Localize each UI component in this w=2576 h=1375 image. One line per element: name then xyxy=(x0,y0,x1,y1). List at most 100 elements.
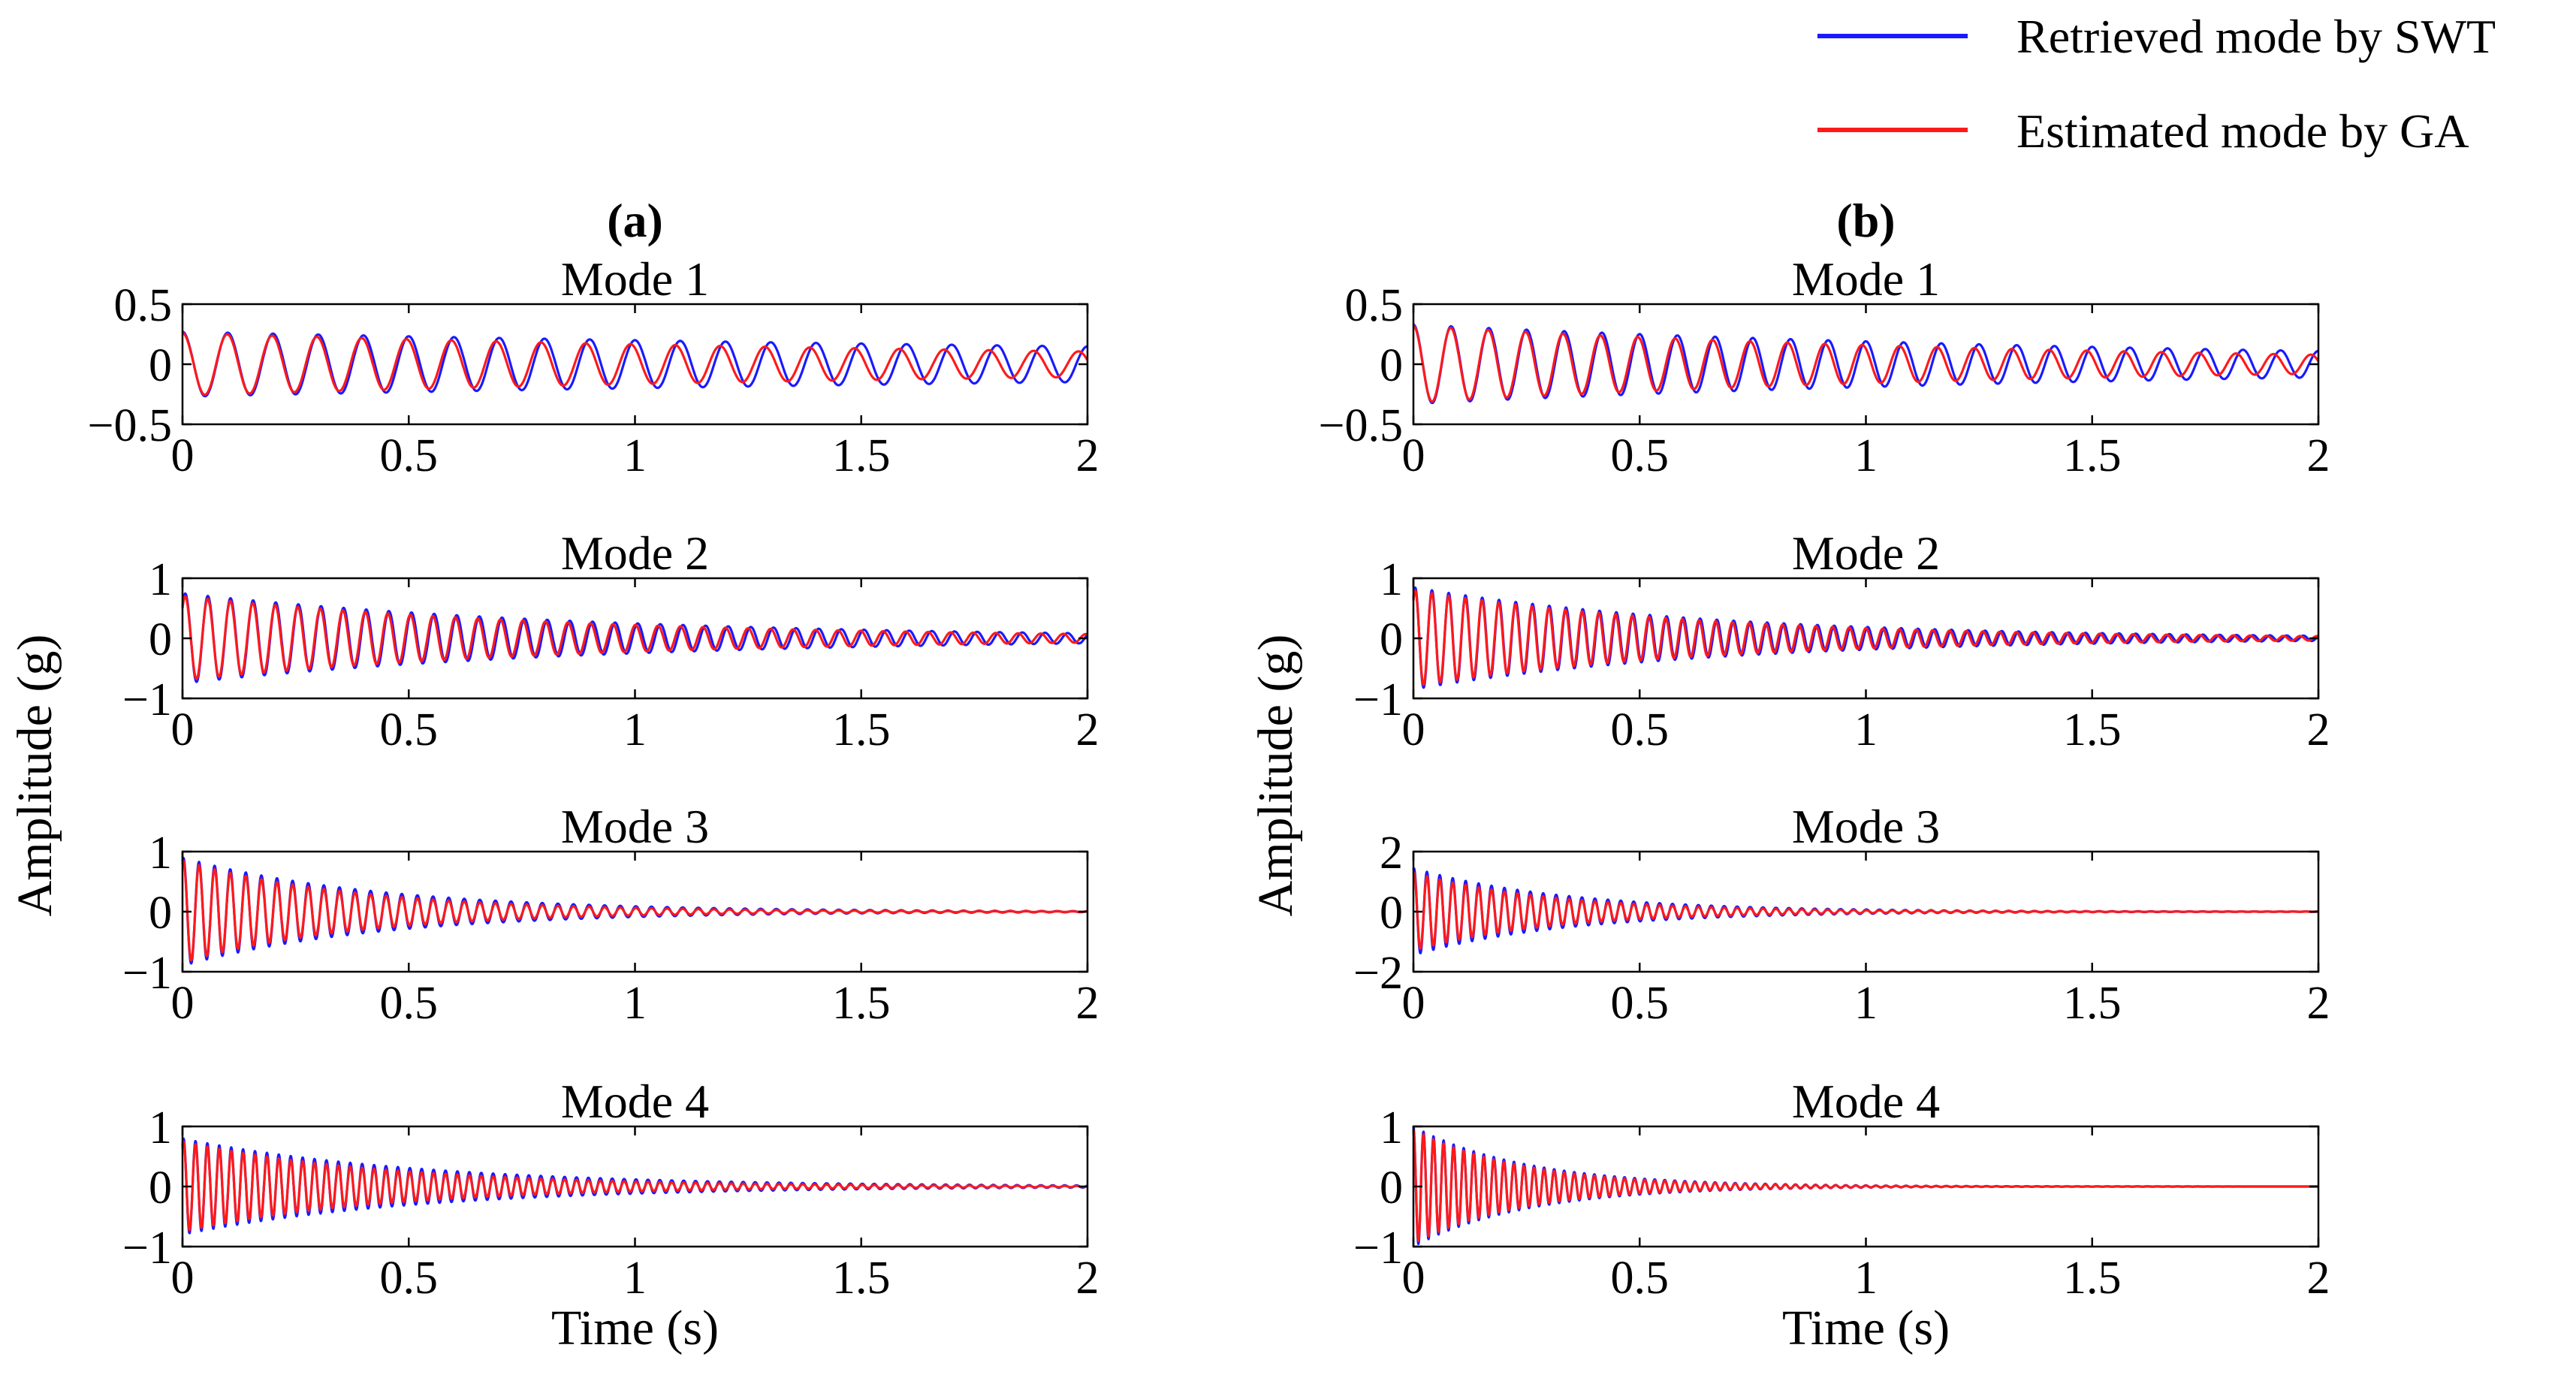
y-tick-label: −1 xyxy=(1353,674,1403,725)
legend-label-swt: Retrieved mode by SWT xyxy=(2016,10,2496,63)
x-tick-label: 0 xyxy=(171,1253,195,1304)
y-tick-label: −1 xyxy=(122,948,172,999)
series-line-ga xyxy=(1412,324,2320,403)
subplot-b-mode-3: Mode 30 0.5 1 1.5 220−2 xyxy=(1353,800,2330,1029)
axes-frame xyxy=(181,577,1089,700)
column-label-a: (a) xyxy=(607,194,663,247)
x-tick-label: 2 xyxy=(2307,704,2330,755)
x-tick-label: 1 xyxy=(1854,1253,1878,1304)
x-tick-label: 1 xyxy=(1854,430,1878,481)
y-tick-label: 1 xyxy=(149,554,172,605)
series-line-ga xyxy=(181,331,1089,397)
y-tick-label: −1 xyxy=(122,674,172,725)
column-label-b: (b) xyxy=(1836,194,1895,247)
subplot-grid: (a) Amplitude (g) Time (s) Mode 1 0 0.5 1 1.5 2 0… xyxy=(8,194,2330,1355)
axes-frame xyxy=(1412,303,2320,426)
y-tick-label: 0 xyxy=(149,614,172,665)
x-tick-label: 1 xyxy=(623,704,647,755)
x-tick-label: 1.5 xyxy=(2063,978,2122,1029)
x-tick-label: 1 xyxy=(623,978,647,1029)
subplot-a-mode-2: Mode 20 0.5 1 1.5 210−1 xyxy=(122,526,1099,755)
x-tick-label: 0.5 xyxy=(1611,1253,1670,1304)
x-tick-label: 0 xyxy=(1402,430,1425,481)
subplot-title: Mode 3 xyxy=(561,800,709,853)
y-tick-label: 0 xyxy=(1380,1162,1403,1214)
subplot-title: Mode 1 xyxy=(561,252,709,306)
x-tick-label: 1 xyxy=(623,430,647,481)
x-tick-label: 0.5 xyxy=(1611,704,1670,755)
x-tick-label: 0.5 xyxy=(1611,430,1670,481)
x-tick-label: 2 xyxy=(1076,1253,1099,1304)
x-tick-label: 1.5 xyxy=(2063,430,2122,481)
x-tick-label: 0 xyxy=(1402,1253,1425,1304)
subplot-title: Mode 3 xyxy=(1792,800,1940,853)
x-tick-label: 0 xyxy=(171,704,195,755)
y-tick-label: −0.5 xyxy=(88,400,172,451)
x-tick-label: 0 xyxy=(1402,704,1425,755)
series-line-swt xyxy=(181,592,1089,683)
x-tick-label: 0.5 xyxy=(380,978,439,1029)
series-line-swt xyxy=(1412,586,2320,689)
y-tick-label: −1 xyxy=(1353,1223,1403,1274)
axes-frame xyxy=(181,303,1089,426)
subplot-b-mode-1: Mode 10 0.5 1 1.5 20.50−0.5 xyxy=(1319,252,2330,481)
subplot-title: Mode 4 xyxy=(1792,1075,1940,1128)
y-tick-label: 0.5 xyxy=(114,280,173,331)
subplot-b-mode-4: Mode 40 0.5 1 1.5 210−1 xyxy=(1353,1075,2330,1304)
y-tick-label: 2 xyxy=(1380,828,1403,879)
legend: Retrieved mode by SWT Estimated mode by … xyxy=(1817,10,2496,158)
y-tick-label: 0 xyxy=(1380,614,1403,665)
x-tick-label: 1.5 xyxy=(832,704,891,755)
x-tick-label: 2 xyxy=(2307,430,2330,481)
y-tick-label: 1 xyxy=(1380,1102,1403,1153)
x-tick-label: 2 xyxy=(2307,1253,2330,1304)
y-tick-label: 0 xyxy=(149,340,172,391)
x-tick-label: 0 xyxy=(1402,978,1425,1029)
x-tick-label: 1.5 xyxy=(832,978,891,1029)
y-tick-label: 1 xyxy=(149,1102,172,1153)
x-tick-label: 1.5 xyxy=(832,1253,891,1304)
subplot-title: Mode 4 xyxy=(561,1075,709,1128)
y-tick-label: −2 xyxy=(1353,948,1403,999)
series-line-swt xyxy=(1412,323,2320,405)
x-tick-label: 1.5 xyxy=(2063,704,2122,755)
x-tick-label: 0.5 xyxy=(380,704,439,755)
series-line-ga xyxy=(181,1140,1089,1232)
series-line-ga xyxy=(1412,871,2320,950)
y-tick-label: 1 xyxy=(1380,554,1403,605)
series-line-ga xyxy=(1412,589,2320,686)
y-tick-label: 1 xyxy=(149,828,172,879)
x-tick-label: 1 xyxy=(623,1253,647,1304)
x-tick-label: 0 xyxy=(171,978,195,1029)
x-tick-label: 2 xyxy=(1076,704,1099,755)
x-tick-label: 0.5 xyxy=(1611,978,1670,1029)
series-line-ga xyxy=(181,595,1089,680)
x-tick-label: 0.5 xyxy=(380,430,439,481)
y-tick-label: 0 xyxy=(1380,340,1403,391)
x-tick-label: 1 xyxy=(1854,704,1878,755)
y-tick-label: 0 xyxy=(149,888,172,939)
subplot-b-mode-2: Mode 20 0.5 1 1.5 210−1 xyxy=(1353,526,2330,755)
x-tick-label: 1 xyxy=(1854,978,1878,1029)
y-tick-label: 0 xyxy=(1380,888,1403,939)
x-axis-label: Time (s) xyxy=(1782,1301,1950,1355)
subplot-a-mode-3: Mode 30 0.5 1 1.5 210−1 xyxy=(122,800,1099,1029)
x-axis-label: Time (s) xyxy=(551,1301,719,1355)
series-line-swt xyxy=(181,330,1089,398)
subplot-title: Mode 2 xyxy=(561,526,709,580)
x-tick-label: 1.5 xyxy=(2063,1253,2122,1304)
subplot-a-mode-4: Mode 40 0.5 1 1.5 210−1 xyxy=(122,1075,1099,1304)
y-axis-label: Amplitude (g) xyxy=(1248,635,1303,917)
x-tick-label: 1.5 xyxy=(832,430,891,481)
legend-label-ga: Estimated mode by GA xyxy=(2016,104,2469,158)
x-tick-label: 2 xyxy=(2307,978,2330,1029)
y-tick-label: 0.5 xyxy=(1345,280,1404,331)
subplot-a-mode-1: Mode 10 0.5 1 1.5 20.50−0.5 xyxy=(88,252,1099,481)
subplot-title: Mode 1 xyxy=(1792,252,1940,306)
x-tick-label: 0.5 xyxy=(380,1253,439,1304)
x-tick-label: 2 xyxy=(1076,430,1099,481)
subplot-title: Mode 2 xyxy=(1792,526,1940,580)
series-line-ga xyxy=(181,859,1089,962)
y-axis-label: Amplitude (g) xyxy=(8,635,62,917)
